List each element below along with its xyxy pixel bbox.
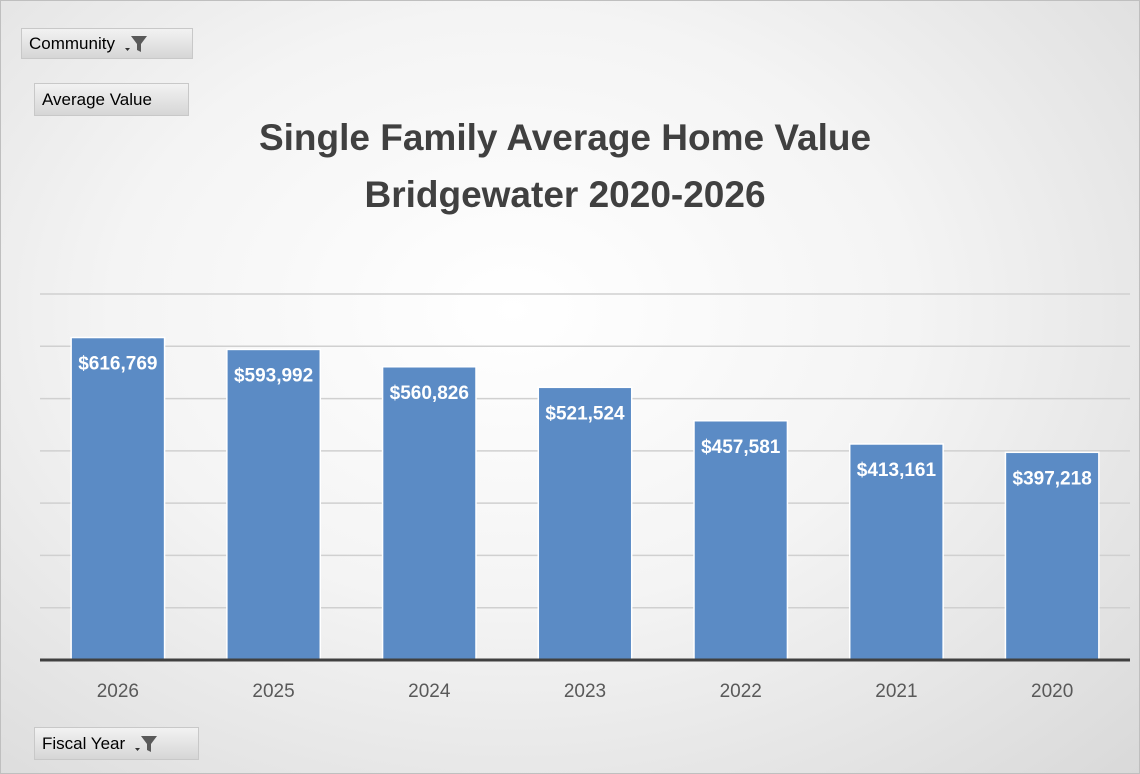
filter-icon — [133, 733, 159, 755]
button-label: Average Value — [42, 89, 152, 109]
axis-field-button[interactable]: Fiscal Year — [34, 727, 199, 760]
values-field-button[interactable]: Average Value — [34, 83, 189, 116]
filter-icon — [123, 33, 149, 55]
button-label: Community — [29, 33, 115, 53]
button-label: Fiscal Year — [42, 733, 126, 753]
community-filter-button[interactable]: Community — [21, 28, 193, 59]
